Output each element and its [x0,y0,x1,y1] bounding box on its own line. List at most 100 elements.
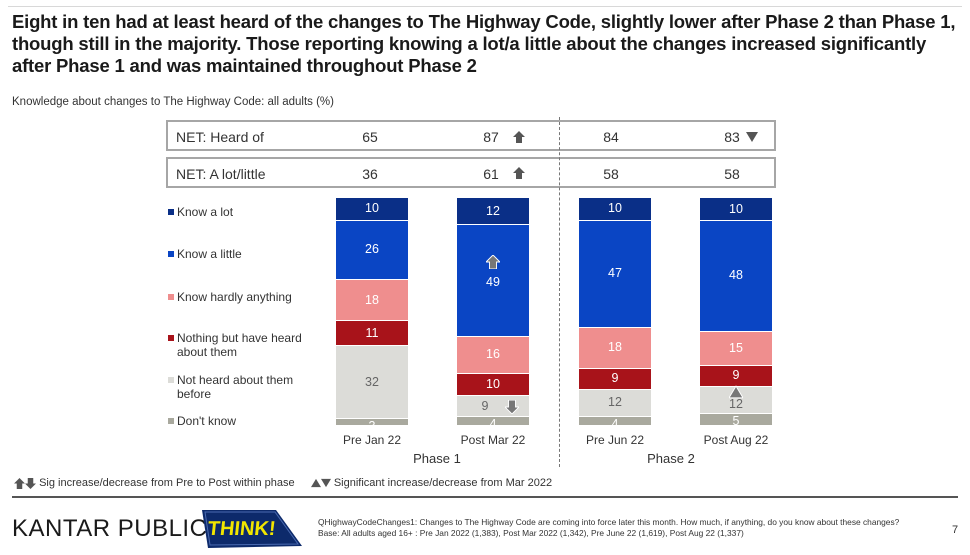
bar-segment: 32 [336,346,408,420]
net-heard-of-row: NET: Heard of 65 87 84 83 [166,120,776,151]
bar-data-label: 15 [729,340,743,355]
legend-item: Know a little [168,247,317,261]
bar-data-label: 10 [729,201,743,216]
bar-segment: 15 [700,331,772,367]
base-text: Base: All adults aged 16+ : Pre Jan 2022… [318,528,744,538]
x-tick-label: Pre Jan 22 [342,433,402,447]
bar-data-label: 10 [608,201,622,216]
net-value: 84 [603,129,619,145]
bar-data-label: 10 [486,376,500,391]
bar-data-label: 48 [729,268,743,283]
bar-data-label: 9 [481,398,489,413]
legend-item: Don't know [168,414,317,428]
bar-data-label: 16 [486,347,500,362]
bar-segment: 26 [336,220,408,281]
sig-down-arrow-icon [25,477,36,489]
bar-data-label: 9 [611,371,619,386]
sig-up-triangle-icon [310,478,321,488]
phase-2-label: Phase 2 [647,451,695,466]
bar-segment: 9 [700,366,772,387]
bar-segment: 48 [700,221,772,332]
bar-segment: 4 [457,416,529,431]
bar-data-label: 11 [365,325,379,340]
bar-segment: 12 [579,389,651,417]
bar-segment: 9 [457,396,529,417]
think-logo: THINK! [202,510,302,548]
bar-data-label: 4 [489,416,497,431]
chart-subtitle: Knowledge about changes to The Highway C… [12,96,334,108]
net-value: 65 [362,129,378,145]
kantar-public-logo: KANTAR PUBLIC [12,515,208,542]
sig-up-arrow-icon [14,477,25,489]
bar-segment: 9 [579,369,651,390]
question-text: QHighwayCodeChanges1: Changes to The Hig… [318,517,900,527]
sig-down-arrow-icon [505,399,519,414]
net-value: 87 [483,129,499,145]
bar-data-label: 10 [365,201,379,216]
bar-segment: 12 [457,198,529,226]
bar-segment: 11 [336,321,408,347]
bar-data-label: 12 [486,203,500,218]
bar-segment: 3 [336,419,408,433]
bar-segment: 5 [700,414,772,429]
bar-data-label: 26 [365,242,379,257]
legend-item: Know a lot [168,205,317,219]
bar-segment: 10 [579,198,651,221]
net-a-lot-little-row: NET: A lot/little 36 61 58 58 [166,157,776,188]
x-tick-label: Post Mar 22 [460,433,526,447]
bar-segment: 18 [579,327,651,369]
bar-data-label: 49 [486,275,500,290]
bar-segment: 10 [457,373,529,397]
legend-label: Nothing but have heard about them [177,331,302,359]
sig-down-triangle-icon [320,478,331,488]
page-number: 7 [952,524,959,536]
legend-item: Not heard about them before [168,373,317,401]
sig-up-arrow-icon [486,255,500,270]
legend-label: Know hardly anything [177,290,292,304]
x-tick-label: Post Aug 22 [703,433,769,447]
bar-segment: 10 [336,198,408,221]
phase-1-label: Phase 1 [413,451,461,466]
footnote: QHighwayCodeChanges1: Changes to The Hig… [318,517,918,539]
legend-label: Know a lot [177,205,234,219]
bar-segment: 4 [579,416,651,431]
bar-segment: 12 [700,385,772,415]
net-value: 58 [603,166,619,182]
legend-swatch [168,251,174,257]
significance-key: Sig increase/decrease from Pre to Post w… [14,477,552,489]
bar-segment: 49 [457,225,529,338]
legend-label: Don't know [177,414,236,428]
slide-title: Eight in ten had at least heard of the c… [12,11,956,76]
sig-up-triangle-icon [729,385,743,399]
bar-segment: 47 [579,220,651,328]
bar-segment: 16 [457,337,529,374]
net-value: 61 [483,166,499,182]
x-tick-label: Pre Jun 22 [585,433,645,447]
bar-data-label: 4 [611,416,619,431]
legend-swatch [168,294,174,300]
phase-divider [559,117,560,467]
sig-up-arrow-icon [513,131,525,143]
bar-data-label: 18 [365,292,379,307]
bar-segment: 10 [700,198,772,222]
footer-rule [12,496,958,498]
net-row-label: NET: A lot/little [176,166,266,182]
bar-data-label: 12 [729,396,743,411]
legend-label: Not heard about them before [177,373,294,401]
bar-data-label: 12 [608,395,622,410]
bar-segment: 18 [336,280,408,322]
bar-data-label: 9 [732,368,740,383]
bar-data-label: 5 [732,414,740,429]
net-value: 58 [724,166,740,182]
legend-swatch [168,377,174,383]
think-logo-text: THINK! [207,518,277,540]
sig-within-phase-text: Sig increase/decrease from Pre to Post w… [39,477,295,490]
net-row-label: NET: Heard of [176,129,264,145]
legend-swatch [168,335,174,341]
legend-swatch [168,418,174,424]
sig-down-triangle-icon [746,132,758,142]
legend-swatch [168,209,174,215]
net-value: 83 [724,129,740,145]
sig-up-arrow-icon [513,167,525,179]
bar-data-label: 32 [365,374,379,389]
